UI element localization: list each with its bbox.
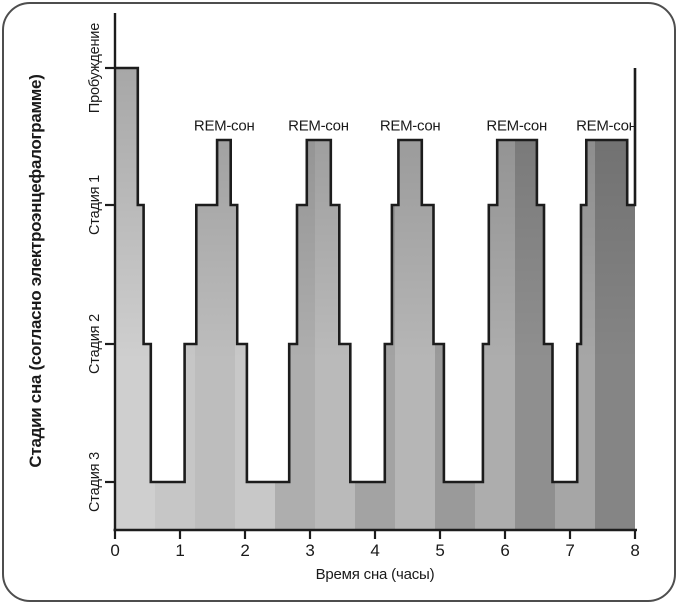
x-axis-title: Время сна (часы) [315, 566, 435, 583]
hypnogram-area-shading [115, 68, 635, 530]
stage-label-s3: Стадия 3 [87, 452, 103, 512]
x-tick-label-8: 8 [630, 541, 640, 560]
x-tick-label-4: 4 [370, 541, 380, 560]
x-tick-label-7: 7 [565, 541, 575, 560]
rem-label: REM-сон [576, 117, 637, 135]
stage-label-s1: Стадия 1 [87, 175, 103, 235]
y-axis-title: Стадии сна (согласно электроэнцефалограм… [26, 74, 45, 468]
rem-label: REM-сон [486, 117, 547, 135]
x-tick-label-0: 0 [110, 541, 120, 560]
rem-label: REM-сон [288, 117, 349, 135]
hypnogram-curve [115, 66, 637, 484]
stage-label-w: Пробуждение [87, 22, 103, 114]
rem-label: REM-сон [379, 117, 441, 135]
rem-label: REM-сон [193, 117, 255, 135]
x-tick-label-6: 6 [500, 541, 510, 560]
x-tick-label-5: 5 [435, 541, 445, 560]
x-tick-label-2: 2 [240, 541, 250, 560]
x-tick-label-3: 3 [305, 541, 315, 560]
stage-label-s2: Стадия 2 [87, 314, 103, 374]
x-tick-label-1: 1 [175, 541, 185, 560]
